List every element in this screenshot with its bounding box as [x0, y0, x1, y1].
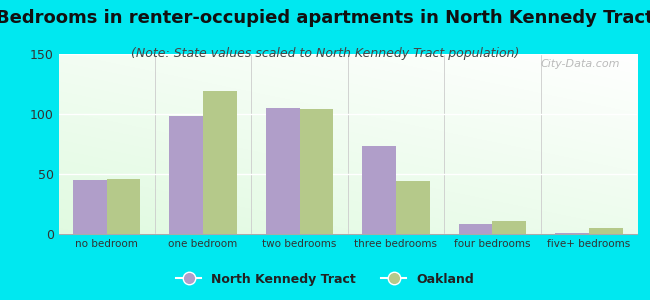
Bar	[266, 108, 300, 234]
Bar	[589, 228, 623, 234]
Bar	[300, 109, 333, 234]
Bar	[555, 233, 589, 234]
Bar	[170, 116, 203, 234]
Bar	[203, 91, 237, 234]
Bar	[107, 179, 140, 234]
Bar	[396, 181, 430, 234]
Bar	[493, 221, 526, 234]
Bar	[459, 224, 493, 234]
Legend: North Kennedy Tract, Oakland: North Kennedy Tract, Oakland	[171, 268, 479, 291]
Bar	[73, 180, 107, 234]
Bar	[362, 146, 396, 234]
Text: (Note: State values scaled to North Kennedy Tract population): (Note: State values scaled to North Kenn…	[131, 46, 519, 59]
Text: Bedrooms in renter-occupied apartments in North Kennedy Tract: Bedrooms in renter-occupied apartments i…	[0, 9, 650, 27]
Text: City-Data.com: City-Data.com	[540, 59, 619, 69]
